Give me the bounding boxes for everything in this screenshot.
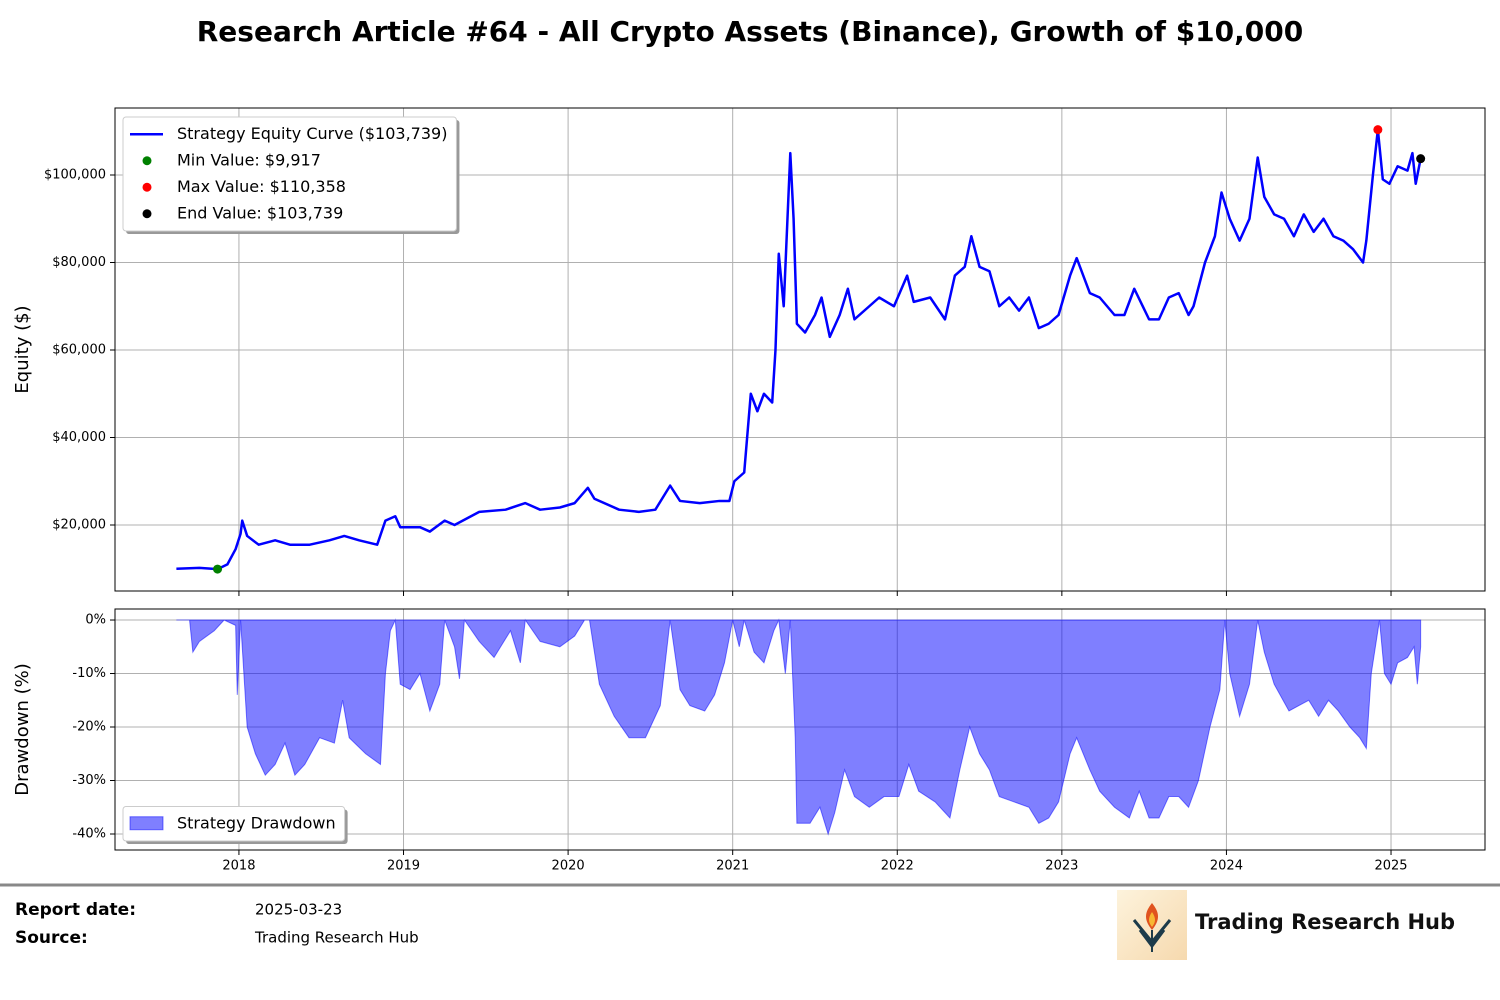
y-tick-label: -30% <box>72 773 106 788</box>
x-tick-label: 2022 <box>881 859 914 874</box>
extreme-point <box>1416 154 1426 164</box>
equity-line <box>176 128 1422 571</box>
x-tick-label: 2021 <box>716 859 749 874</box>
x-tick-label: 2019 <box>387 859 420 874</box>
legend-box <box>122 116 457 232</box>
y-tick-label: -10% <box>72 666 106 681</box>
source: Trading Research Hub <box>254 929 419 947</box>
y-tick-label: 0% <box>85 613 106 628</box>
y-tick-label: -40% <box>72 827 106 842</box>
subplot: 2018 2019 2020 2021 2022 2023 2024 2025 -40% -30%… <box>12 608 1486 874</box>
legend-box <box>122 806 346 842</box>
legend-label: Strategy Equity Curve ($103,739) <box>177 124 447 143</box>
legend-swatch <box>142 209 152 219</box>
extreme-point <box>1373 125 1383 135</box>
y-tick-label: $40,000 <box>52 430 106 445</box>
legend-label: Min Value: $9,917 <box>177 150 321 169</box>
chart-title: Research Article #64 - All Crypto Assets… <box>197 15 1303 48</box>
report-date-label: Report date: <box>15 900 136 920</box>
y-tick-label: $80,000 <box>52 255 106 270</box>
y-axis-label: Equity ($) <box>12 305 33 393</box>
y-tick-label: -20% <box>72 720 106 735</box>
report-date: 2025-03-23 <box>255 901 342 919</box>
x-tick-label: 2020 <box>552 859 585 874</box>
brand-name: Trading Research Hub <box>1195 910 1455 934</box>
legend: Strategy Equity Curve ($103,739) Min Valu… <box>122 116 460 234</box>
extreme-point <box>213 564 223 574</box>
plot-frame <box>114 608 1486 851</box>
subplot: $20,000 $40,000 $60,000 $80,000 $100,000 Equi… <box>12 107 1486 596</box>
x-tick-label: 2025 <box>1374 859 1407 874</box>
y-tick-label: $60,000 <box>52 342 106 357</box>
legend-label: Strategy Drawdown <box>177 813 336 832</box>
legend-swatch <box>142 156 152 166</box>
logo <box>1117 890 1187 960</box>
y-axis-label: Drawdown (%) <box>12 663 33 795</box>
legend-label: End Value: $103,739 <box>177 203 343 222</box>
legend-swatch <box>142 182 152 192</box>
legend-swatch <box>129 816 164 831</box>
y-tick-label: $100,000 <box>44 167 106 182</box>
drawdown-area <box>176 618 1422 836</box>
x-tick-label: 2023 <box>1045 859 1078 874</box>
legend-label: Max Value: $110,358 <box>177 177 346 196</box>
x-tick-label: 2024 <box>1210 859 1243 874</box>
x-tick-label: 2018 <box>222 859 255 874</box>
legend: Strategy Drawdown <box>122 806 348 844</box>
source-label: Source: <box>15 928 88 948</box>
y-tick-label: $20,000 <box>52 517 106 532</box>
plot-frame <box>114 107 1486 592</box>
